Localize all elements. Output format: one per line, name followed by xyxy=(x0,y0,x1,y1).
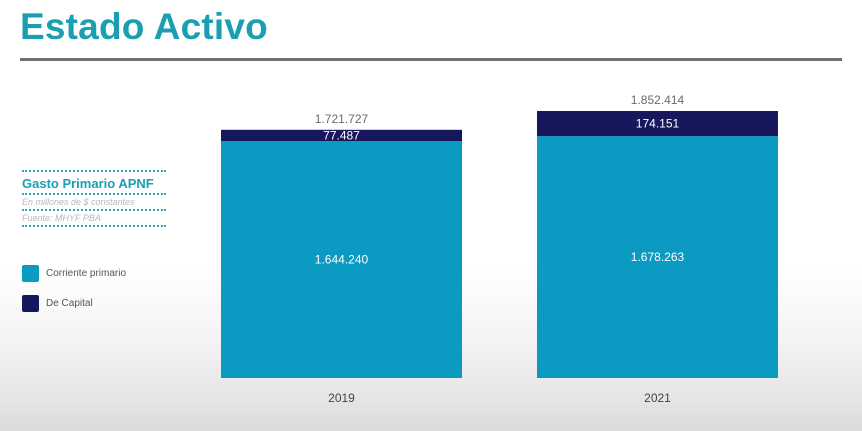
dotted-divider xyxy=(22,193,166,195)
page-title: Estado Activo xyxy=(20,6,268,47)
legend-label-capital: De Capital xyxy=(46,297,93,309)
chart-legend: Corriente primario De Capital xyxy=(22,264,126,324)
bar-segment-de-capital-2021 xyxy=(537,111,778,137)
data-label-corriente-primario-2021: 1.678.263 xyxy=(631,250,685,264)
legend-swatch-corriente xyxy=(22,264,39,282)
x-tick-label-2021: 2021 xyxy=(644,391,671,405)
title-divider xyxy=(20,58,842,61)
data-label-de-capital-2021: 174.151 xyxy=(636,117,680,131)
dotted-divider xyxy=(22,170,166,172)
data-label-corriente-primario-2019: 1.644.240 xyxy=(315,253,369,267)
legend-item-capital: De Capital xyxy=(22,294,126,312)
legend-swatch-capital xyxy=(22,294,39,312)
total-label-2019: 1.721.727 xyxy=(315,112,369,126)
bar-segment-corriente-primario-2019 xyxy=(221,141,462,378)
dotted-divider xyxy=(22,209,166,211)
bar-segment-de-capital-2019 xyxy=(221,129,462,141)
legend-label-corriente: Corriente primario xyxy=(46,267,127,279)
chart-description: Gasto Primario APNF En millones de $ con… xyxy=(22,170,168,227)
data-label-de-capital-2019: 77.487 xyxy=(323,128,360,142)
bar-segment-corriente-primario-2021 xyxy=(537,136,778,378)
source-note: Fuente: MHYF PBA xyxy=(22,213,101,223)
dotted-divider xyxy=(22,225,166,227)
legend-item-corriente: Corriente primario xyxy=(22,264,126,282)
chart-heading: Gasto Primario APNF xyxy=(22,176,154,191)
units-note: En millones de $ constantes xyxy=(22,197,135,207)
total-label-2021: 1.852.414 xyxy=(631,93,685,107)
x-tick-label-2019: 2019 xyxy=(328,391,355,405)
